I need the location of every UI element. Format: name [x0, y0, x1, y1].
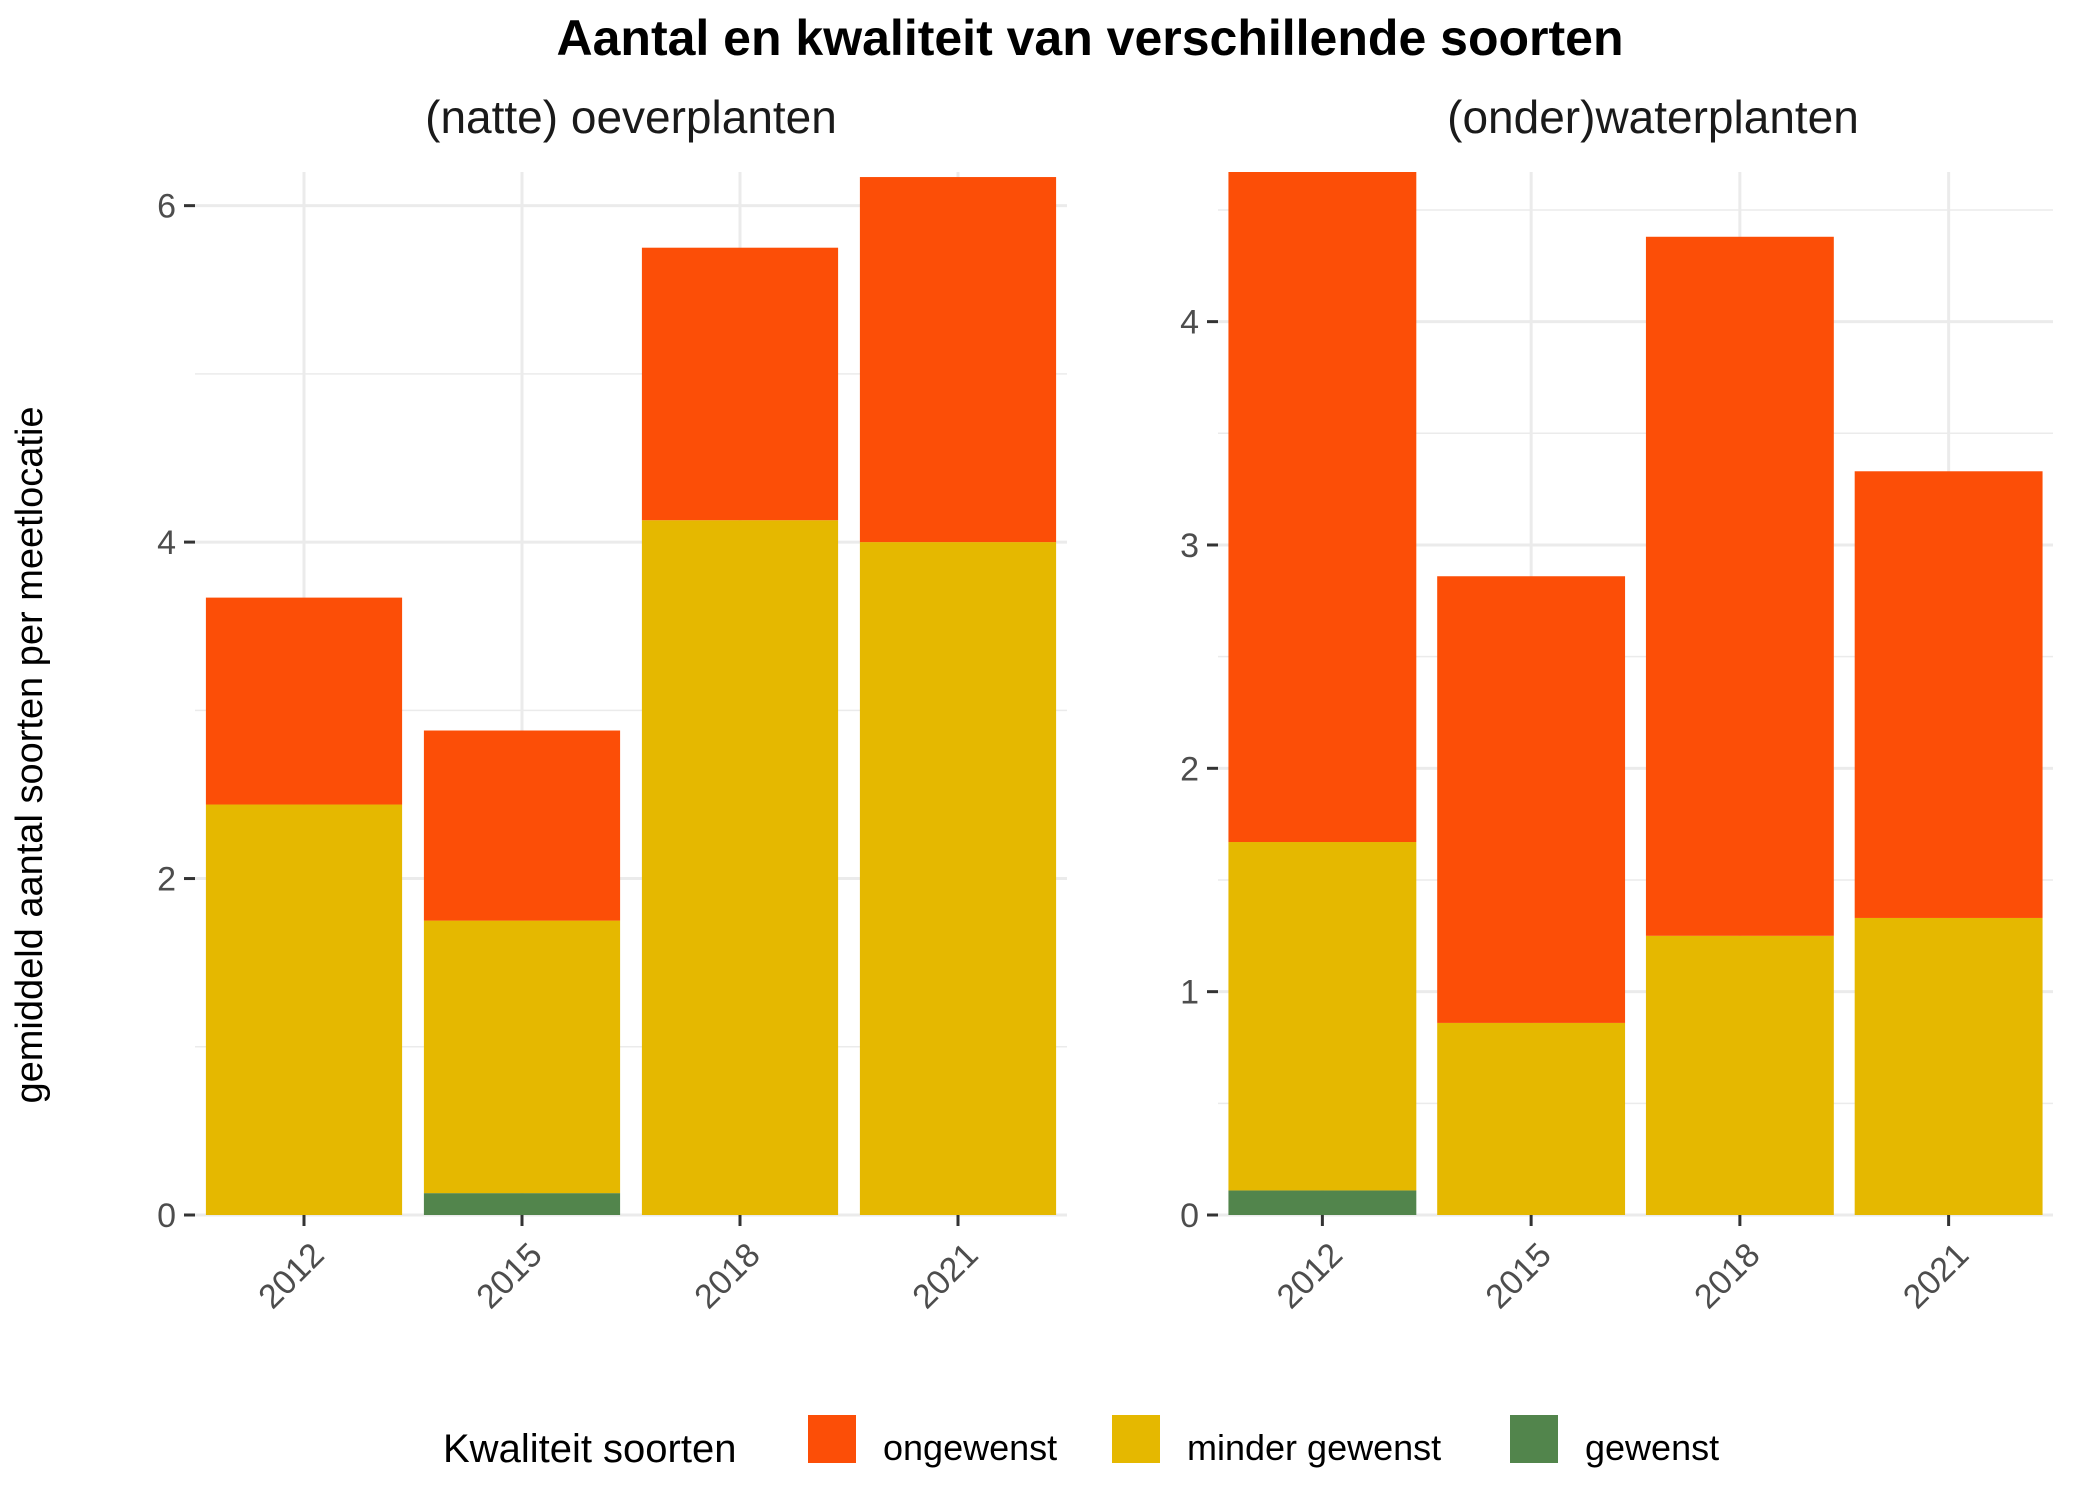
y-tick-label: 4 [1180, 304, 1199, 342]
legend-key-minder-gewenst [1112, 1415, 1160, 1463]
bar-ongewenst-2012 [1228, 172, 1417, 843]
panel-2: (onder)waterplanten 0 1 2 3 4 2012 2015 2018 2021 [1180, 91, 2053, 1316]
bar-minder-gewenst-2015 [1437, 1022, 1626, 1215]
legend-label: ongewenst [883, 1427, 1057, 1468]
panel-title: (natte) oeverplanten [425, 91, 837, 143]
bar-minder-gewenst-2021 [1854, 917, 2043, 1215]
x-tick-label: 2015 [469, 1236, 549, 1316]
panels: (natte) oeverplanten 0 2 4 6 2012 2015 2018 2021… [157, 91, 2053, 1316]
bar-minder-gewenst-2015 [423, 920, 621, 1194]
y-tick-label: 0 [157, 1197, 176, 1235]
x-tick-label: 2015 [1478, 1236, 1558, 1316]
legend: Kwaliteit soorten ongewenst minder gewenst… [443, 1415, 1719, 1471]
bar-ongewenst-2012 [205, 597, 403, 805]
bar-minder-gewenst-2018 [1645, 935, 1834, 1215]
y-tick-label: 3 [1180, 527, 1199, 565]
legend-title: Kwaliteit soorten [443, 1427, 736, 1471]
panel-title: (onder)waterplanten [1447, 91, 1859, 143]
bar-ongewenst-2021 [1854, 471, 2043, 918]
y-tick-label: 2 [157, 861, 176, 899]
x-tick-label: 2018 [1687, 1236, 1767, 1316]
legend-key-gewenst [1510, 1415, 1558, 1463]
x-tick-label: 2018 [687, 1236, 767, 1316]
panel-1: (natte) oeverplanten 0 2 4 6 2012 2015 2018 2021 [157, 91, 1067, 1316]
bar-ongewenst-2018 [1645, 236, 1834, 936]
bar-minder-gewenst-2012 [205, 804, 403, 1215]
y-tick-label: 0 [1180, 1197, 1199, 1235]
bar-ongewenst-2015 [1437, 576, 1626, 1023]
legend-label: gewenst [1585, 1427, 1719, 1468]
y-tick-label: 4 [157, 524, 176, 562]
y-tick-label: 1 [1180, 974, 1199, 1012]
bar-ongewenst-2021 [859, 177, 1057, 543]
y-tick-label: 2 [1180, 750, 1199, 788]
chart-title: Aantal en kwaliteit van verschillende so… [556, 10, 1623, 66]
bar-ongewenst-2018 [641, 247, 839, 521]
bar-gewenst-2015 [423, 1193, 621, 1215]
x-tick-label: 2021 [905, 1236, 985, 1316]
x-tick-label: 2021 [1896, 1236, 1976, 1316]
legend-label: minder gewenst [1187, 1427, 1441, 1468]
y-tick-label: 6 [157, 188, 176, 226]
bar-gewenst-2012 [1228, 1190, 1417, 1215]
y-axis-label: gemiddeld aantal soorten per meetlocatie [9, 406, 51, 1103]
x-tick-label: 2012 [251, 1236, 331, 1316]
legend-key-ongewenst [808, 1415, 856, 1463]
bar-minder-gewenst-2021 [859, 542, 1057, 1215]
x-tick-label: 2012 [1270, 1236, 1350, 1316]
bar-ongewenst-2015 [423, 730, 621, 921]
bar-minder-gewenst-2012 [1228, 842, 1417, 1191]
bar-minder-gewenst-2018 [641, 520, 839, 1215]
